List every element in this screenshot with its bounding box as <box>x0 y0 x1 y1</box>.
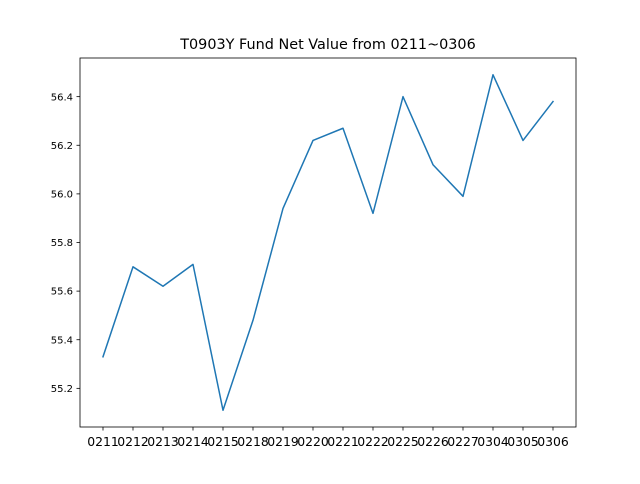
x-tick-label: 0218 <box>237 434 269 449</box>
x-tick-label: 0219 <box>267 434 299 449</box>
x-tick-label: 0214 <box>177 434 209 449</box>
chart-title: T0903Y Fund Net Value from 0211~0306 <box>179 37 476 53</box>
x-tick-label: 0211 <box>87 434 119 449</box>
x-tick-label: 0227 <box>447 434 479 449</box>
x-tick-label: 0305 <box>507 434 539 449</box>
y-tick-label: 56.4 <box>51 92 73 103</box>
x-tick-label: 0220 <box>297 434 329 449</box>
x-tick-label: 0215 <box>207 434 239 449</box>
y-tick-label: 56.0 <box>51 189 73 200</box>
x-tick-label: 0225 <box>387 434 419 449</box>
y-tick-label: 55.8 <box>51 238 73 249</box>
y-tick-label: 56.2 <box>51 141 73 152</box>
x-tick-label: 0304 <box>477 434 509 449</box>
x-tick-label: 0221 <box>327 434 359 449</box>
x-tick-label: 0213 <box>147 434 179 449</box>
x-tick-label: 0212 <box>117 434 149 449</box>
x-tick-label: 0306 <box>537 434 569 449</box>
y-tick-label: 55.6 <box>51 287 73 298</box>
x-tick-label: 0222 <box>357 434 389 449</box>
y-tick-label: 55.4 <box>51 335 73 346</box>
x-tick-label: 0226 <box>417 434 449 449</box>
y-tick-label: 55.2 <box>51 384 73 395</box>
